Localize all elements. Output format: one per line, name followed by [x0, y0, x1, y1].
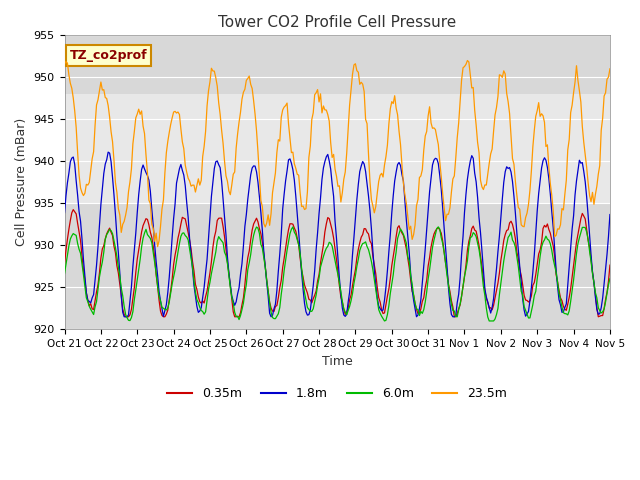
Text: TZ_co2prof: TZ_co2prof [70, 49, 148, 62]
Bar [65, 94, 610, 204]
1.8m [415, 306, 423, 312]
0.35m [186, 237, 193, 243]
Line: 6.0m: 6.0m [65, 227, 610, 321]
6.0m [435, 224, 442, 230]
0.35m [600, 306, 608, 312]
23.5m [184, 175, 192, 181]
23.5m [463, 58, 471, 63]
Line: 1.8m: 1.8m [65, 152, 610, 317]
0.35m [606, 262, 614, 268]
23.5m [61, 61, 68, 67]
0.35m [280, 255, 288, 261]
X-axis label: Time: Time [322, 355, 353, 368]
6.0m [183, 234, 191, 240]
1.8m [565, 264, 573, 269]
6.0m [381, 318, 388, 324]
1.8m [120, 314, 128, 320]
1.8m [366, 208, 374, 214]
Line: 23.5m: 23.5m [65, 60, 610, 247]
1.8m [104, 149, 112, 155]
1.8m [280, 191, 288, 197]
6.0m [600, 306, 608, 312]
0.35m [565, 294, 573, 300]
0.35m [415, 310, 423, 316]
23.5m [606, 66, 614, 72]
Line: 0.35m: 0.35m [65, 210, 610, 317]
23.5m [279, 107, 287, 113]
6.0m [277, 291, 285, 297]
0.35m [69, 207, 77, 213]
23.5m [414, 197, 422, 203]
1.8m [186, 236, 193, 242]
Legend: 0.35m, 1.8m, 6.0m, 23.5m: 0.35m, 1.8m, 6.0m, 23.5m [162, 383, 512, 406]
1.8m [600, 281, 608, 287]
23.5m [565, 137, 573, 143]
23.5m [600, 93, 608, 99]
0.35m [61, 261, 68, 267]
23.5m [365, 151, 372, 157]
23.5m [154, 244, 161, 250]
6.0m [61, 271, 68, 276]
1.8m [606, 212, 614, 217]
6.0m [364, 244, 371, 250]
1.8m [61, 210, 68, 216]
Title: Tower CO2 Profile Cell Pressure: Tower CO2 Profile Cell Pressure [218, 15, 456, 30]
6.0m [606, 276, 614, 281]
0.35m [122, 314, 129, 320]
6.0m [565, 308, 573, 314]
Y-axis label: Cell Pressure (mBar): Cell Pressure (mBar) [15, 118, 28, 246]
6.0m [414, 307, 422, 312]
0.35m [366, 238, 374, 244]
